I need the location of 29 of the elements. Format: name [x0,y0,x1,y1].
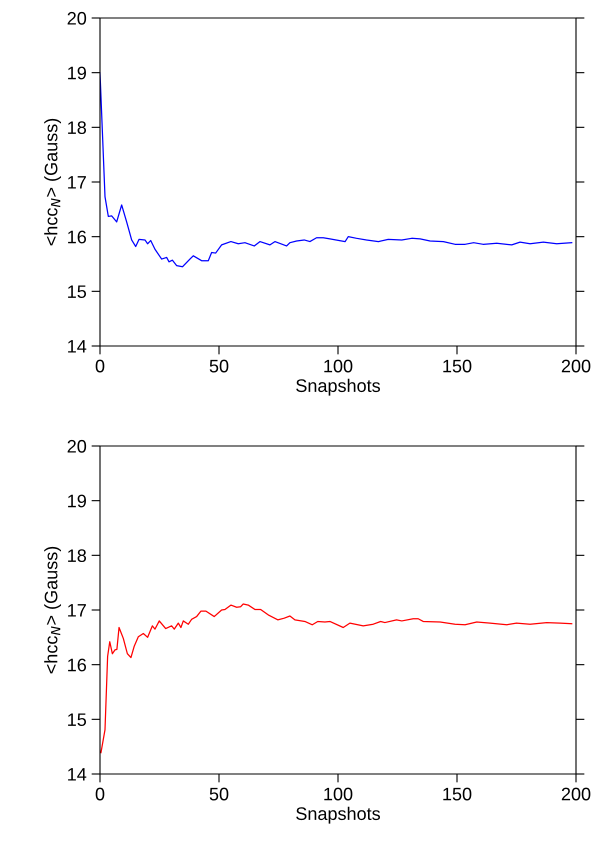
y-axis-title: <hcc$_{N}$> (Gauss) [44,546,62,674]
y-tick-label: 18 [68,121,86,134]
y-tick-label: 15 [68,285,86,298]
line-series [100,603,572,754]
x-tick-label: 100 [324,360,352,372]
y-tick-label: 20 [68,440,86,453]
y-tick-label: 16 [68,230,86,244]
x-tick-label: 100 [324,788,352,800]
y-axis-title: <hcc$_{N}$> (Gauss) [44,118,62,246]
y-tick-label: 20 [68,12,86,25]
y-tick-label: 14 [68,340,86,353]
x-axis-title: Snapshots [296,806,380,824]
y-tick-label: 19 [68,66,86,80]
x-tick-label: 50 [210,788,228,800]
y-tick-label: 17 [68,604,86,617]
x-tick-label: 150 [443,788,472,800]
x-tick-label: 200 [562,788,590,800]
y-tick-label: 16 [68,658,86,672]
x-tick-label: 200 [562,360,590,372]
x-tick-label: 0 [96,788,104,800]
y-tick-label: 15 [68,713,86,726]
x-axis-title: Snapshots [296,378,380,396]
x-tick-label: 150 [443,360,472,372]
x-tick-label: 50 [210,360,228,372]
y-tick-label: 14 [68,768,86,781]
x-tick-label: 0 [96,360,104,372]
y-tick-label: 19 [68,494,86,508]
y-tick-label: 17 [68,176,86,189]
y-tick-label: 18 [68,549,86,562]
